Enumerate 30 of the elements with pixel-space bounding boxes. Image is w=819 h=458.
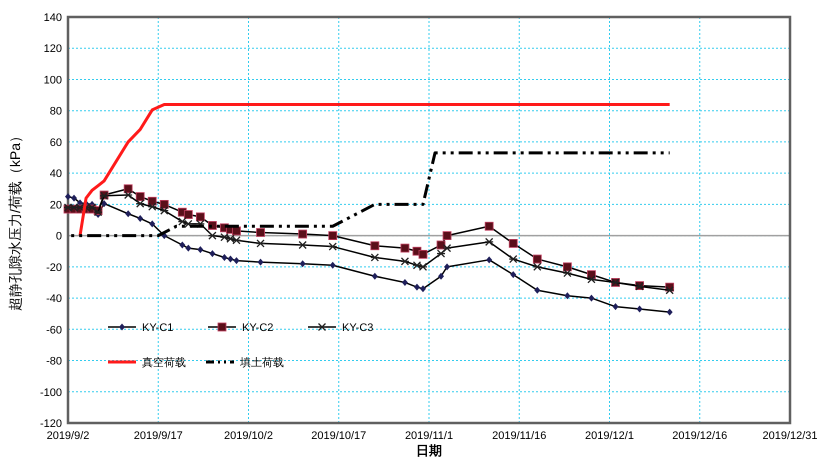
y-tick-label: 20 — [50, 199, 62, 212]
y-tick-label: 60 — [50, 136, 62, 149]
x-tick-label: 2019/10/17 — [311, 430, 366, 442]
x-tick-label: 2019/9/17 — [134, 430, 183, 442]
x-tick-label: 2019/12/1 — [585, 430, 634, 442]
legend-label: KY-C2 — [242, 322, 274, 334]
x-tick-label: 2019/12/31 — [762, 430, 818, 442]
x-tick-label: 2019/9/2 — [46, 430, 90, 442]
y-tick-label: 100 — [44, 74, 62, 86]
x-axis-title: 日期 — [416, 443, 442, 458]
y-tick-label: -20 — [46, 262, 62, 274]
x-tick-label: 2019/10/2 — [224, 430, 273, 442]
y-tick-label: 120 — [44, 43, 62, 56]
x-tick-label: 2019/11/16 — [492, 430, 546, 442]
legend-label: KY-C1 — [142, 322, 174, 334]
y-tick-label: -80 — [46, 356, 62, 368]
legend-label: KY-C3 — [342, 322, 374, 334]
y-tick-label: -120 — [40, 418, 62, 430]
y-tick-label: -100 — [40, 386, 62, 399]
y-tick-label: 80 — [50, 106, 62, 118]
y-tick-label: 140 — [44, 12, 62, 24]
legend-label: 真空荷载 — [142, 356, 186, 369]
y-tick-label: 40 — [50, 168, 62, 180]
x-tick-label: 2019/12/16 — [672, 430, 728, 442]
y-tick-label: -40 — [46, 293, 62, 306]
legend-label: 填土荷载 — [239, 356, 284, 369]
y-tick-label: 0 — [56, 230, 62, 243]
y-tick-label: -60 — [46, 324, 62, 336]
x-tick-label: 2019/11/1 — [404, 430, 454, 442]
y-axis-title: 超静孔隙水压力/荷载（kPa） — [7, 128, 23, 312]
